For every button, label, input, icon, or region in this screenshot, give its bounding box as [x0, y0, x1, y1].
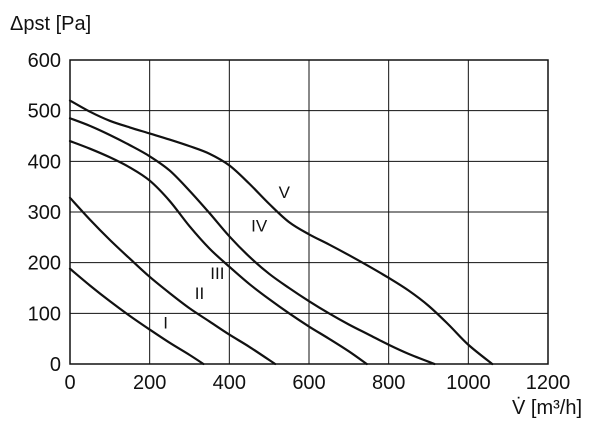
plot-frame: [69, 59, 549, 365]
y-tick-label: 0: [50, 354, 61, 376]
y-tick-labels: 0 100 200 300 400 500 600: [28, 50, 61, 376]
y-tick-label: 500: [28, 101, 61, 123]
x-tick-label: 400: [213, 372, 246, 394]
curve-label-V: V: [279, 183, 291, 202]
series-line-III: [68, 139, 368, 366]
curve-label-I: I: [163, 314, 168, 333]
x-tick-label: 600: [292, 372, 325, 394]
series-line-I: [68, 267, 205, 366]
x-tick-label: 200: [133, 372, 166, 394]
y-axis-label: Δpst [Pa]: [10, 13, 91, 35]
series-line-IV: [68, 117, 436, 366]
x-tick-label: 1200: [526, 372, 571, 394]
y-tick-label: 400: [28, 151, 61, 173]
x-tick-label: 1000: [446, 372, 491, 394]
x-tick-labels: 0 200 400 600 800 1000 1200: [64, 372, 570, 394]
y-tick-label: 200: [28, 253, 61, 275]
curve-label-III: III: [210, 264, 224, 283]
curve-label-II: II: [195, 284, 204, 303]
x-tick-label: 0: [64, 372, 75, 394]
x-tick-label: 800: [372, 372, 405, 394]
series-line-V: [68, 99, 494, 366]
y-tick-label: 300: [28, 202, 61, 224]
x-axis-label: V̇ [m³/h]: [512, 397, 582, 419]
y-tick-label: 100: [28, 303, 61, 325]
series-curves: [68, 99, 494, 366]
series-line-II: [68, 196, 277, 366]
y-tick-label: 600: [28, 50, 61, 72]
curve-label-IV: IV: [251, 216, 268, 235]
grid-lines: [70, 60, 548, 364]
